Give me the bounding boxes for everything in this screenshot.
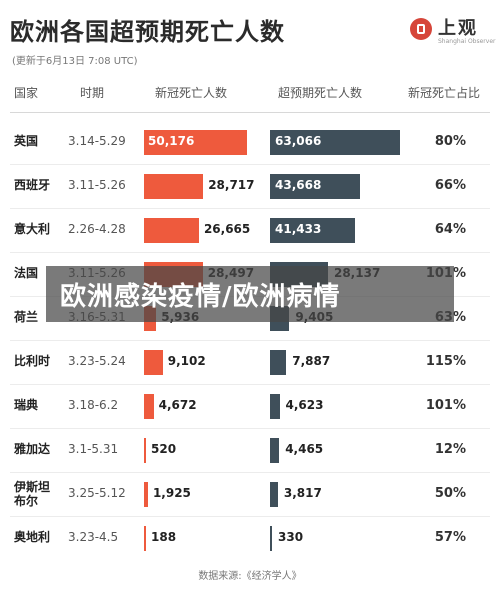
ratio-value: 80% [434,134,466,149]
country-name: 雅加达 [14,442,51,456]
period: 2.26-4.28 [68,222,126,236]
period: 3.18-6.2 [68,398,119,412]
ratio-value: 12% [434,442,466,457]
ratio-value: 64% [434,222,466,237]
logo-mark-icon [410,18,432,40]
period: 3.25-5.12 [68,486,126,500]
ratio-value: 115% [425,354,466,369]
logo: 上观 Shanghai Observer [410,14,495,50]
ratio-value: 57% [434,530,466,545]
update-time: (更新于6月13日 7:08 UTC) [12,56,138,67]
new-deaths-value: 1,925 [152,486,191,500]
excess-deaths-value: 63,066 [275,134,322,148]
period: 3.11-5.26 [68,178,126,192]
new-deaths-value: 188 [151,530,177,544]
row-divider [10,340,490,341]
header-excess-deaths: 超预期死亡人数 [278,86,363,100]
row-divider [10,428,490,429]
excess-deaths-bar [270,129,400,155]
country-name: 比利时 [14,354,51,368]
country-name: 奥地利 [14,530,51,544]
row-divider [10,472,490,473]
row-divider [10,164,490,165]
excess-deaths-value: 330 [278,530,304,544]
excess-deaths-value: 41,433 [275,222,322,236]
excess-deaths-bar [270,437,280,463]
period: 3.23-4.5 [68,530,119,544]
watermark-text: 欧洲感染疫情/欧洲病情 [60,282,341,312]
header-period: 时期 [80,86,105,100]
header-ratio: 新冠死亡占比 [408,86,481,100]
ratio-value: 66% [434,178,466,193]
chart-title: 欧洲各国超预期死亡人数 [10,18,285,46]
excess-deaths-bar [270,173,360,199]
logo-text: 上观 [438,18,478,39]
country-name: 伊斯坦布尔 [14,480,51,508]
header-country: 国家 [14,86,39,100]
excess-deaths-value: 43,668 [275,178,322,192]
period: 3.1-5.31 [68,442,119,456]
row-divider [10,252,490,253]
new-deaths-bar [144,481,148,507]
ratio-value: 50% [434,486,466,501]
new-deaths-value: 28,717 [208,178,255,192]
watermark-banner [46,266,454,322]
country-name: 法国 [14,266,39,280]
row-divider [10,516,490,517]
new-deaths-bar [144,349,163,375]
country-name: 荷兰 [14,310,39,324]
new-deaths-value: 520 [151,442,177,456]
country-name: 西班牙 [14,178,51,192]
period: 3.23-5.24 [68,354,126,368]
new-deaths-value: 26,665 [203,222,251,236]
excess-deaths-bar [270,349,287,375]
excess-deaths-value: 4,465 [285,442,324,456]
new-deaths-bar [144,437,146,463]
period: 3.14-5.29 [68,134,126,148]
new-deaths-bar [144,217,199,243]
new-deaths-bar [144,173,204,199]
header-divider [10,112,490,113]
new-deaths-value: 4,672 [158,398,197,412]
excess-deaths-value: 7,887 [292,354,331,368]
excess-deaths-value: 4,623 [285,398,324,412]
logo-subtext: Shanghai Observer [438,38,496,45]
new-deaths-bar [144,393,154,419]
new-deaths-bar [144,129,248,155]
excess-deaths-bar [270,481,278,507]
country-name: 瑞典 [14,398,39,412]
header-new-deaths: 新冠死亡人数 [155,86,228,100]
excess-deaths-bar [270,525,272,551]
country-name: 意大利 [14,222,51,236]
row-divider [10,208,490,209]
new-deaths-bar [144,525,146,551]
row-divider [10,384,490,385]
excess-deaths-bar [270,393,280,419]
new-deaths-value: 50,176 [148,134,195,148]
source-note: 数据来源:《经济学人》 [198,571,302,582]
new-deaths-value: 9,102 [167,354,206,368]
excess-deaths-value: 3,817 [283,486,322,500]
ratio-value: 101% [425,398,466,413]
excess-deaths-bar [270,217,356,243]
country-name: 英国 [14,134,39,148]
